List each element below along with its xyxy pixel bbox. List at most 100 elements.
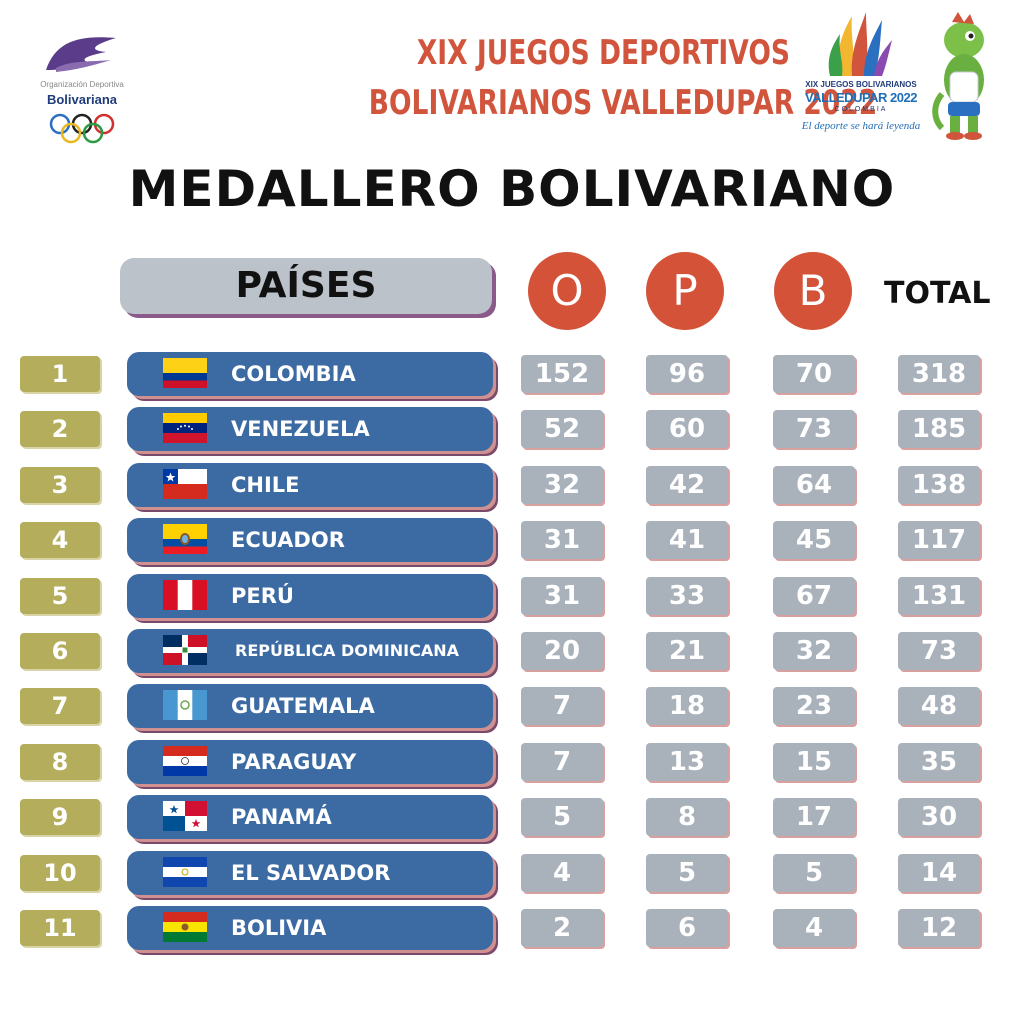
gold-count-cell: 2 — [521, 909, 603, 947]
rank-cell: 8 — [20, 744, 100, 780]
gold-count-cell: 152 — [521, 355, 603, 393]
bronze-count-cell: 45 — [773, 521, 855, 559]
bronze-count-cell: 23 — [773, 687, 855, 725]
total-count-cell: 131 — [898, 577, 980, 615]
total-count-cell: 318 — [898, 355, 980, 393]
country-name: CHILE — [231, 473, 300, 497]
rank-cell: 5 — [20, 578, 100, 614]
country-cell: PANAMÁ — [127, 795, 493, 839]
total-count-cell: 73 — [898, 632, 980, 670]
silver-count-cell: 18 — [646, 687, 728, 725]
paraguay-flag-icon — [163, 746, 207, 776]
gold-count-cell: 52 — [521, 410, 603, 448]
org-name: Bolivariana — [46, 92, 118, 107]
venezuela-flag-icon — [163, 413, 207, 443]
condor-icon — [46, 37, 116, 72]
gold-count-cell: 31 — [521, 521, 603, 559]
country-cell: COLOMBIA — [127, 352, 493, 396]
country-name: PANAMÁ — [231, 805, 332, 829]
total-count-cell: 12 — [898, 909, 980, 947]
country-cell: PERÚ — [127, 574, 493, 618]
event-logo-slogan: El deporte se hará leyenda — [801, 120, 921, 132]
bronze-column-header: B — [774, 252, 852, 330]
silver-count-cell: 13 — [646, 743, 728, 781]
country-cell: ECUADOR — [127, 518, 493, 562]
rank-cell: 11 — [20, 910, 100, 946]
colombia-flag-icon — [163, 358, 207, 388]
silver-count-cell: 41 — [646, 521, 728, 559]
countries-column-header: PAÍSES — [120, 258, 492, 314]
silver-count-cell: 6 — [646, 909, 728, 947]
gold-count-cell: 5 — [521, 798, 603, 836]
rank-cell: 10 — [20, 855, 100, 891]
silver-count-cell: 5 — [646, 854, 728, 892]
el-salvador-flag-icon — [163, 857, 207, 887]
silver-count-cell: 8 — [646, 798, 728, 836]
org-subtitle: Organización Deportiva — [40, 80, 124, 89]
bolivia-flag-icon — [163, 912, 207, 942]
silver-count-cell: 96 — [646, 355, 728, 393]
peru-flag-icon — [163, 580, 207, 610]
country-name: ECUADOR — [231, 528, 345, 552]
bronze-count-cell: 4 — [773, 909, 855, 947]
event-title-line-2: BOLIVARIANOS VALLEDUPAR 2022 — [368, 83, 878, 123]
bronze-count-cell: 32 — [773, 632, 855, 670]
country-name: VENEZUELA — [231, 417, 370, 441]
bronze-count-cell: 64 — [773, 466, 855, 504]
event-logo-line-1: XIX JUEGOS BOLIVARIANOS — [805, 80, 917, 89]
page-title: MEDALLERO BOLIVARIANO — [128, 160, 896, 218]
country-cell: BOLIVIA — [127, 906, 493, 950]
odebo-logo: Organización Deportiva Bolivariana — [36, 30, 128, 148]
rank-cell: 6 — [20, 633, 100, 669]
olympic-rings-icon — [49, 113, 115, 144]
rank-cell: 2 — [20, 411, 100, 447]
bronze-count-cell: 5 — [773, 854, 855, 892]
country-name: BOLIVIA — [231, 916, 327, 940]
country-cell: GUATEMALA — [127, 684, 493, 728]
silver-count-cell: 33 — [646, 577, 728, 615]
event-title-line-1: XIX JUEGOS DEPORTIVOS — [416, 33, 790, 73]
rank-cell: 9 — [20, 799, 100, 835]
total-count-cell: 35 — [898, 743, 980, 781]
bronze-count-cell: 15 — [773, 743, 855, 781]
country-name: PARAGUAY — [231, 750, 357, 774]
country-cell: CHILE — [127, 463, 493, 507]
rank-cell: 1 — [20, 356, 100, 392]
rank-cell: 7 — [20, 688, 100, 724]
dominicana-flag-icon — [163, 635, 207, 665]
event-title: XIX JUEGOS DEPORTIVOS BOLIVARIANOS VALLE… — [368, 28, 878, 128]
country-cell: REPÚBLICA DOMINICANA — [127, 629, 493, 673]
ecuador-flag-icon — [163, 524, 207, 554]
bronze-count-cell: 17 — [773, 798, 855, 836]
gold-column-header: O — [528, 252, 606, 330]
panama-flag-icon — [163, 801, 207, 831]
rank-cell: 3 — [20, 467, 100, 503]
country-name: EL SALVADOR — [231, 861, 391, 885]
country-name: REPÚBLICA DOMINICANA — [235, 641, 460, 660]
country-name: COLOMBIA — [231, 362, 356, 386]
gold-count-cell: 7 — [521, 743, 603, 781]
silver-column-header: P — [646, 252, 724, 330]
total-count-cell: 185 — [898, 410, 980, 448]
gold-count-cell: 31 — [521, 577, 603, 615]
guatemala-flag-icon — [163, 690, 207, 720]
total-column-header: TOTAL — [884, 276, 991, 311]
total-count-cell: 30 — [898, 798, 980, 836]
silver-count-cell: 42 — [646, 466, 728, 504]
chile-flag-icon — [163, 469, 207, 499]
rank-cell: 4 — [20, 522, 100, 558]
total-count-cell: 14 — [898, 854, 980, 892]
valledupar-logo: XIX JUEGOS BOLIVARIANOS VALLEDUPAR 2022 … — [800, 10, 922, 138]
event-logo-line-2: VALLEDUPAR 2022 — [805, 90, 917, 105]
silver-count-cell: 21 — [646, 632, 728, 670]
total-count-cell: 138 — [898, 466, 980, 504]
total-count-cell: 117 — [898, 521, 980, 559]
silver-count-cell: 60 — [646, 410, 728, 448]
gold-count-cell: 7 — [521, 687, 603, 725]
total-count-cell: 48 — [898, 687, 980, 725]
country-cell: PARAGUAY — [127, 740, 493, 784]
country-cell: VENEZUELA — [127, 407, 493, 451]
bronze-count-cell: 67 — [773, 577, 855, 615]
country-name: GUATEMALA — [231, 694, 375, 718]
mascot-image — [928, 10, 998, 140]
